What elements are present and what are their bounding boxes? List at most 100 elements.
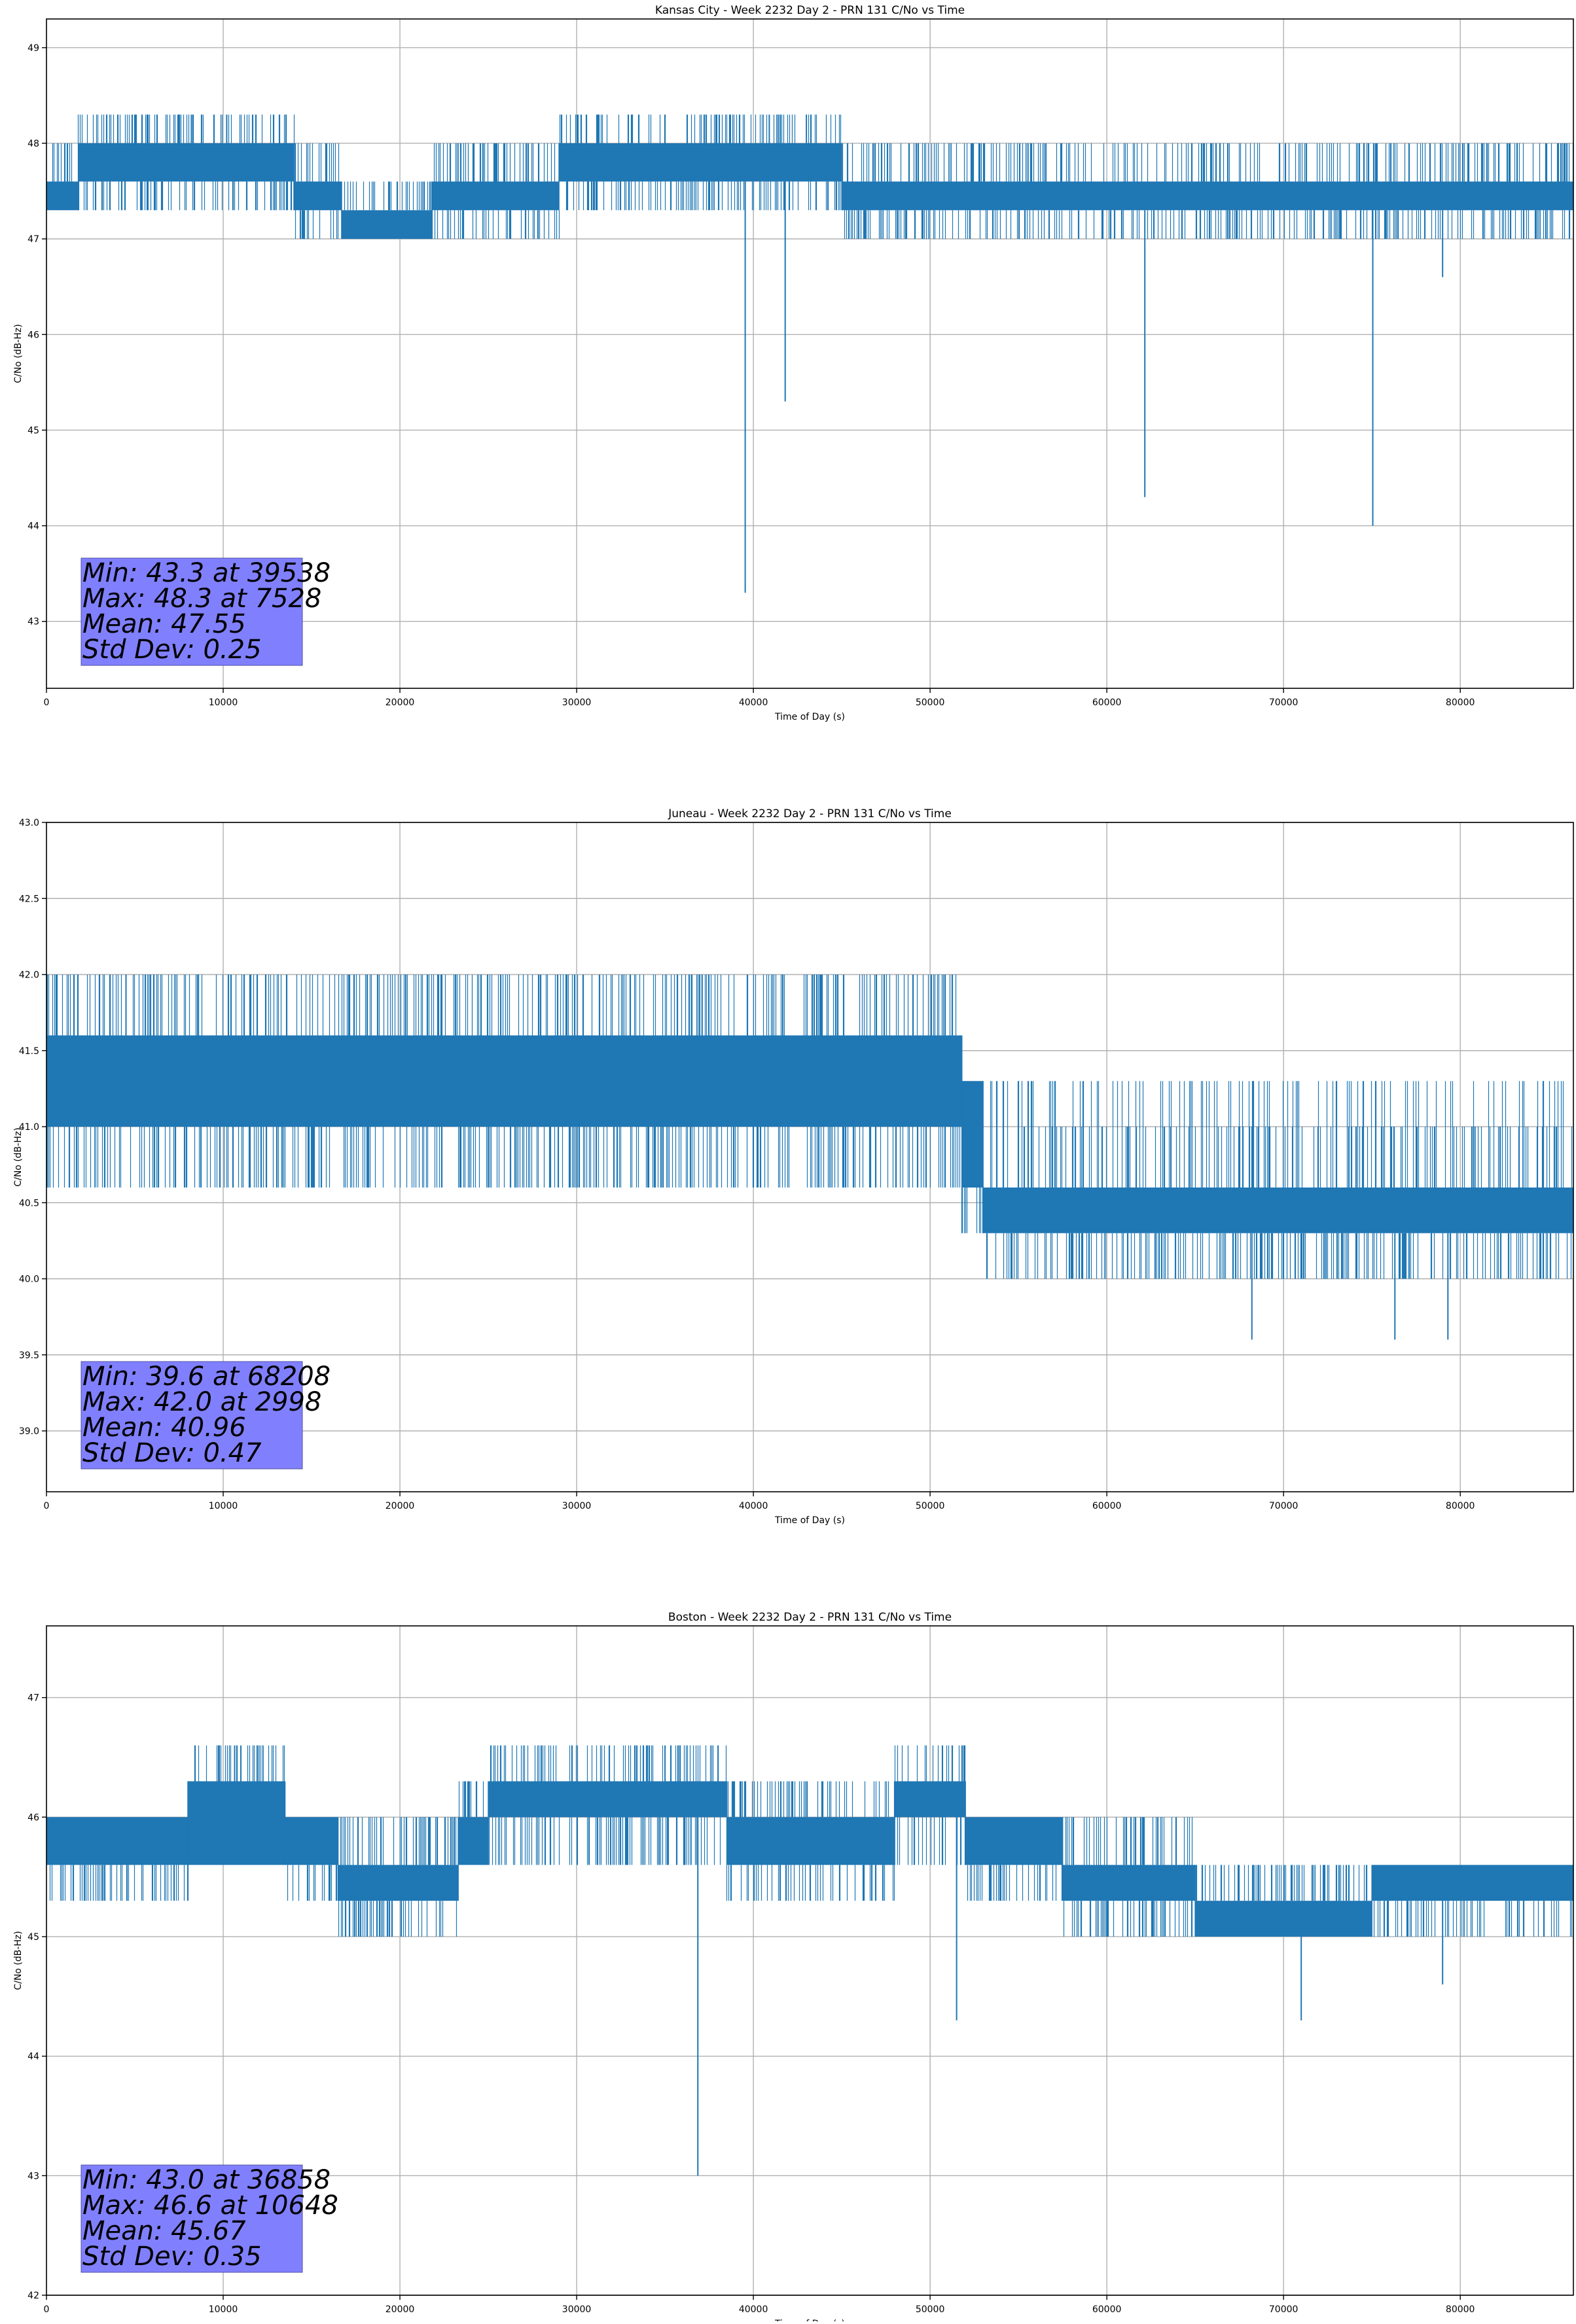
y-tick-label: 49 xyxy=(27,43,39,54)
series-band xyxy=(1372,1865,1573,1901)
series-band xyxy=(46,181,79,211)
chart-title: Boston - Week 2232 Day 2 - PRN 131 C/No … xyxy=(668,1611,952,1624)
series-band xyxy=(965,1817,1063,1865)
y-tick-label: 44 xyxy=(27,2052,39,2062)
x-tick-label: 20000 xyxy=(385,2304,415,2315)
series-fringe xyxy=(726,1781,895,1901)
stats-line: Max: 46.6 at 10648 xyxy=(82,2191,338,2221)
series-band xyxy=(842,181,1573,211)
y-axis-label: C/No (dB-Hz) xyxy=(13,1127,24,1186)
x-tick-label: 10000 xyxy=(209,697,238,708)
y-tick-label: 47 xyxy=(27,1693,39,1704)
x-tick-label: 60000 xyxy=(1092,697,1122,708)
x-tick-label: 60000 xyxy=(1092,1501,1122,1511)
stats-line: Std Dev: 0.47 xyxy=(82,1438,262,1468)
series-fringe xyxy=(967,1865,1063,1901)
series-band xyxy=(726,1817,895,1865)
stats-line: Min: 43.0 at 36858 xyxy=(82,2165,331,2195)
x-tick-label: 0 xyxy=(44,2304,50,2315)
x-tick-label: 60000 xyxy=(1092,2304,1122,2315)
series-band xyxy=(285,1817,338,1865)
series-fringe xyxy=(559,114,842,211)
stats-line: Std Dev: 0.35 xyxy=(82,2242,262,2272)
x-tick-label: 80000 xyxy=(1446,1501,1475,1511)
stats-box-background xyxy=(81,2164,303,2273)
series-band xyxy=(961,1081,984,1188)
x-tick-label: 20000 xyxy=(385,1501,415,1511)
chart-title: Kansas City - Week 2232 Day 2 - PRN 131 … xyxy=(655,4,965,17)
series-band xyxy=(46,1817,188,1865)
series-fringe xyxy=(194,1745,285,1782)
stats-line: Mean: 47.55 xyxy=(82,609,246,639)
series-fringe xyxy=(49,1865,189,1901)
x-tick-label: 70000 xyxy=(1269,697,1298,708)
stats-line: Mean: 45.67 xyxy=(82,2216,246,2246)
series-band xyxy=(46,1035,962,1127)
series-band xyxy=(294,181,342,211)
x-tick-label: 10000 xyxy=(209,2304,238,2315)
series-band xyxy=(1062,1865,1196,1901)
y-tick-label: 48 xyxy=(27,139,39,149)
y-tick-label: 46 xyxy=(27,330,39,340)
series-band xyxy=(188,1781,285,1865)
y-tick-label: 44 xyxy=(27,521,39,532)
series-line xyxy=(46,974,1573,1340)
y-tick-label: 42.0 xyxy=(19,970,39,981)
y-tick-label: 45 xyxy=(27,1932,39,1943)
y-tick-label: 39.5 xyxy=(19,1350,39,1361)
stats-line: Max: 42.0 at 2998 xyxy=(82,1387,321,1417)
x-tick-label: 80000 xyxy=(1446,697,1475,708)
x-tick-label: 10000 xyxy=(209,1501,238,1511)
series-line xyxy=(46,1745,1573,2176)
y-tick-label: 40.5 xyxy=(19,1198,39,1208)
chart-panel-0: 0 10000 20000 30000 40000 50000 60000 70000 8000… xyxy=(13,4,1574,722)
x-tick-label: 80000 xyxy=(1446,2304,1475,2315)
x-tick-label: 50000 xyxy=(916,697,945,708)
series-line xyxy=(46,114,1573,593)
series-fringe xyxy=(1195,1865,1368,1901)
x-tick-label: 70000 xyxy=(1269,1501,1298,1511)
stats-line: Min: 43.3 at 39538 xyxy=(82,558,331,588)
series-fringe xyxy=(77,114,295,211)
series-fringe xyxy=(1373,1901,1573,1937)
x-tick-label: 0 xyxy=(44,1501,50,1511)
y-tick-label: 39.0 xyxy=(19,1426,39,1437)
x-tick-label: 40000 xyxy=(739,2304,768,2315)
axes-frame xyxy=(46,822,1574,1492)
series-fringe xyxy=(431,143,560,239)
y-tick-label: 43.0 xyxy=(19,818,39,828)
x-tick-label: 30000 xyxy=(562,2304,592,2315)
y-tick-label: 41.0 xyxy=(19,1122,39,1133)
chart-panel-1: 0 10000 20000 30000 40000 50000 60000 70000 8000… xyxy=(13,807,1574,1526)
axes-frame xyxy=(46,18,1574,689)
y-tick-label: 41.5 xyxy=(19,1046,39,1057)
series-band xyxy=(1195,1901,1372,1937)
series-band xyxy=(338,1865,459,1901)
stats-box-background xyxy=(81,557,303,666)
series-fringe xyxy=(294,143,340,239)
y-tick-label: 40.0 xyxy=(19,1275,39,1285)
x-tick-label: 20000 xyxy=(385,697,415,708)
series-band xyxy=(341,210,432,239)
axes-frame xyxy=(46,1625,1574,2296)
x-tick-label: 40000 xyxy=(739,697,768,708)
y-tick-label: 43 xyxy=(27,2171,39,2181)
y-tick-label: 46 xyxy=(27,1812,39,1823)
y-axis-label: C/No (dB-Hz) xyxy=(13,324,24,383)
x-tick-label: 30000 xyxy=(562,697,592,708)
x-axis-label: Time of Day (s) xyxy=(774,1515,845,1526)
series-fringe xyxy=(52,143,73,182)
stats-line: Mean: 40.96 xyxy=(82,1413,246,1443)
series-fringe xyxy=(287,1865,338,1901)
stats-line: Std Dev: 0.25 xyxy=(82,635,262,665)
y-tick-label: 42 xyxy=(27,2291,39,2301)
stats-box-background xyxy=(81,1361,303,1470)
series-band xyxy=(458,1817,489,1865)
x-tick-label: 50000 xyxy=(916,1501,945,1511)
series-fringe xyxy=(842,143,1573,239)
